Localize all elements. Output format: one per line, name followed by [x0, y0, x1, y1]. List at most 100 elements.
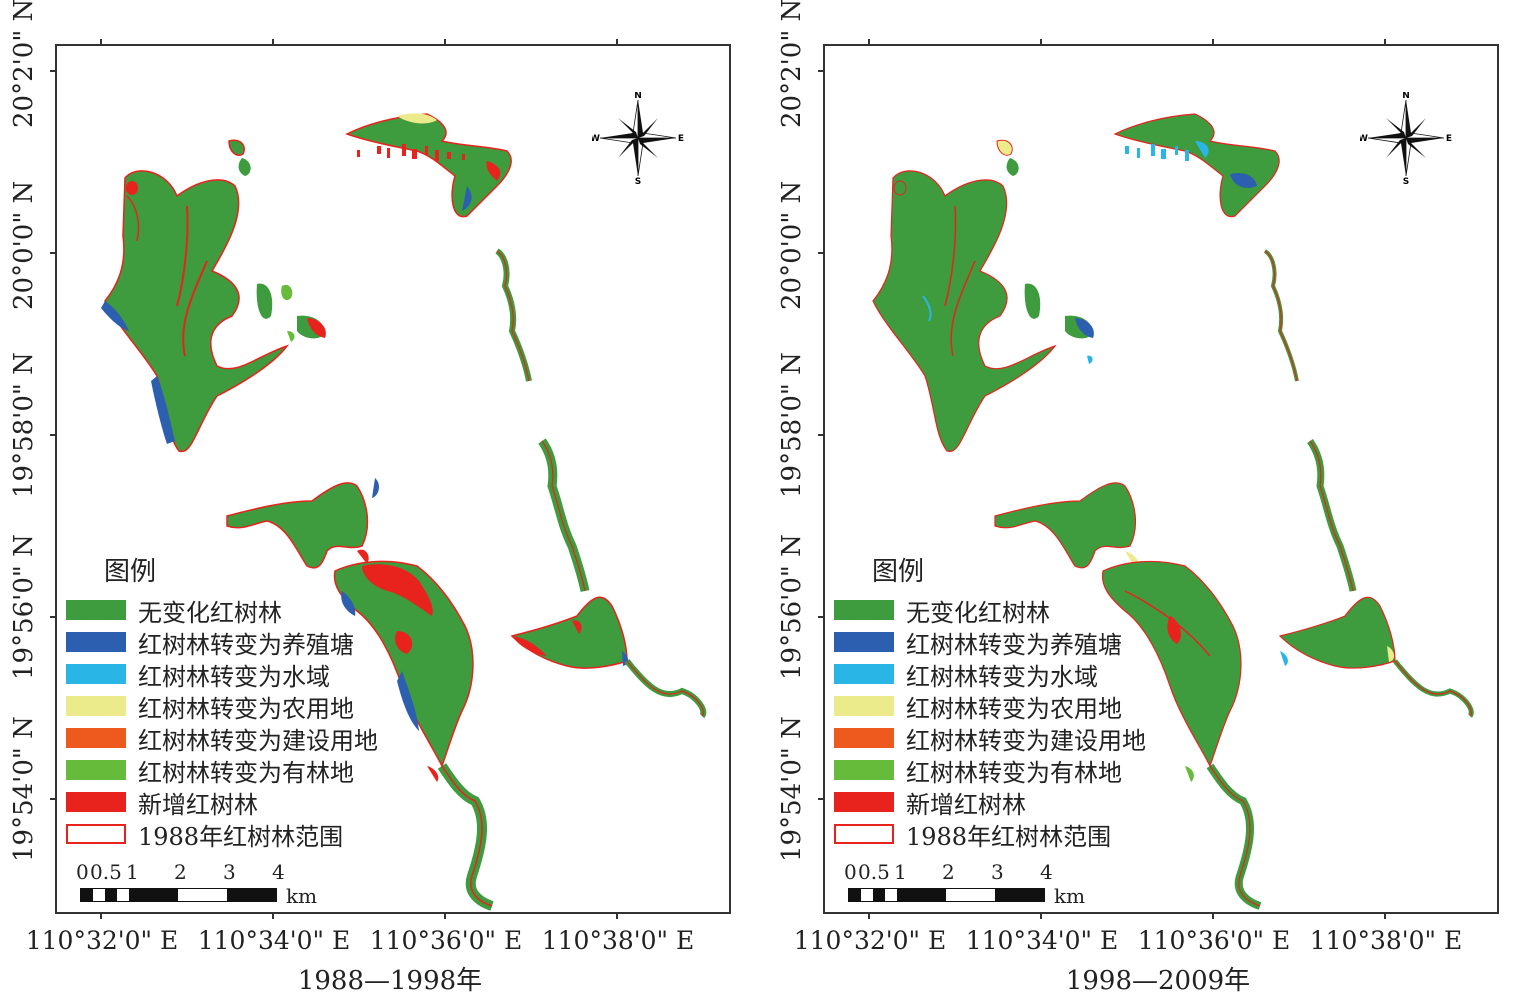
legend-label: 无变化红树林: [138, 598, 282, 627]
svg-text:W: W: [1360, 134, 1368, 144]
legend-label: 红树林转变为水域: [906, 662, 1098, 691]
legend-label: 红树林转变为建设用地: [138, 726, 378, 755]
legend-item: 1988年红树林范围: [834, 818, 1146, 851]
legend-title: 图例: [872, 557, 925, 587]
mangrove-change-map: [101, 113, 707, 911]
longitude-label: 110°38'0" E: [1309, 926, 1463, 955]
legend-item: 红树林转变为水域: [66, 658, 378, 691]
legend-swatch: [834, 600, 894, 620]
legend-item: 红树林转变为建设用地: [834, 722, 1146, 755]
latitude-label: 20°2'0" N: [777, 0, 807, 128]
legend-item: 新增红树林: [66, 786, 378, 819]
legend-item: 新增红树林: [834, 786, 1146, 819]
longitude-label: 110°32'0" E: [793, 926, 947, 955]
scale-number: 0.5: [858, 860, 890, 884]
scale-number: 3: [991, 860, 1004, 884]
legend-label: 红树林转变为有林地: [906, 758, 1122, 787]
map-panel-1998-2009: 20°2'0" N 20°0'0" N 19°58'0" N 19°56'0" …: [768, 0, 1536, 996]
longitude-label: 110°36'0" E: [1137, 926, 1291, 955]
longitude-label: 110°34'0" E: [197, 926, 351, 955]
latitude-label: 19°56'0" N: [9, 534, 39, 680]
map-frame: [50, 39, 731, 919]
legend-item: 红树林转变为养殖塘: [834, 626, 1146, 659]
legend-swatch: [66, 728, 126, 748]
latitude-label: 20°2'0" N: [9, 0, 39, 128]
legend-item: 红树林转变为有林地: [66, 754, 378, 787]
scale-number: 1: [126, 860, 139, 884]
legend-label: 红树林转变为农用地: [138, 694, 354, 723]
scale-number: 0: [76, 860, 89, 884]
svg-text:S: S: [635, 177, 641, 184]
legend-swatch: [66, 760, 126, 780]
legend-item: 1988年红树林范围: [66, 818, 378, 851]
period-label: 1988—1998年: [297, 966, 483, 996]
legend-swatch: [66, 600, 126, 620]
scale-unit: km: [1054, 884, 1086, 908]
mangrove-region-east: [510, 438, 707, 719]
legend-label: 无变化红树林: [906, 598, 1050, 627]
legend-item: 红树林转变为建设用地: [66, 722, 378, 755]
latitude-label: 19°54'0" N: [777, 716, 807, 862]
legend-label: 红树林转变为有林地: [138, 758, 354, 787]
legend-label: 红树林转变为养殖塘: [138, 630, 354, 659]
svg-text:W: W: [592, 134, 600, 144]
legend-item: 红树林转变为养殖塘: [66, 626, 378, 659]
legend-label: 新增红树林: [138, 790, 258, 819]
mangrove-region-northeast: [345, 113, 532, 382]
legend-swatch: [834, 696, 894, 716]
legend-swatch: [834, 824, 894, 844]
legend-swatch: [834, 664, 894, 684]
latitude-label: 19°54'0" N: [9, 716, 39, 862]
longitude-label: 110°36'0" E: [369, 926, 523, 955]
svg-text:S: S: [1403, 177, 1409, 184]
scale-number: 3: [223, 860, 236, 884]
legend-label: 1988年红树林范围: [906, 822, 1112, 851]
legend-swatch: [66, 696, 126, 716]
legend-swatch: [834, 632, 894, 652]
legend-label: 红树林转变为农用地: [906, 694, 1122, 723]
legend-title: 图例: [104, 557, 157, 587]
mangrove-region-northwest: [101, 139, 326, 453]
legend: 图例 无变化红树林 红树林转变为养殖塘 红树林转变为水域 红树林转变为农用地 红…: [834, 556, 1146, 851]
scale-number: 4: [1040, 860, 1053, 884]
legend: 图例 无变化红树林 红树林转变为养殖塘 红树林转变为水域 红树林转变为农用地 红…: [66, 556, 378, 851]
north-arrow-icon: N S E W: [592, 92, 684, 184]
svg-text:N: N: [634, 92, 642, 101]
svg-text:E: E: [1446, 134, 1452, 144]
map-frame: [818, 39, 1499, 919]
scale-number: 2: [942, 860, 955, 884]
mangrove-change-map: [872, 113, 1474, 910]
legend-label: 1988年红树林范围: [138, 822, 344, 851]
scale-unit: km: [286, 884, 318, 908]
legend-label: 红树林转变为建设用地: [906, 726, 1146, 755]
mangrove-region-northeast: [1113, 113, 1299, 382]
scale-number: 0: [844, 860, 857, 884]
latitude-label: 20°0'0" N: [9, 180, 39, 310]
legend-item: 无变化红树林: [66, 594, 378, 627]
longitude-label: 110°32'0" E: [25, 926, 179, 955]
legend-item: 红树林转变为有林地: [834, 754, 1146, 787]
scale-number: 1: [894, 860, 907, 884]
mangrove-region-central: [994, 482, 1262, 910]
longitude-label: 110°38'0" E: [541, 926, 695, 955]
legend-swatch: [66, 824, 126, 844]
svg-text:N: N: [1402, 92, 1410, 101]
mangrove-region-northwest: [872, 139, 1094, 453]
latitude-label: 19°58'0" N: [777, 352, 807, 498]
scale-number: 2: [174, 860, 187, 884]
mangrove-region-east: [1278, 438, 1474, 718]
svg-text:E: E: [678, 134, 684, 144]
scale-number: 4: [272, 860, 285, 884]
mangrove-region-central: [226, 478, 494, 911]
legend-item: 红树林转变为农用地: [66, 690, 378, 723]
legend-swatch: [66, 664, 126, 684]
latitude-label: 19°58'0" N: [9, 352, 39, 498]
legend-label: 红树林转变为水域: [138, 662, 330, 691]
scale-bar: 0 0.5 1 2 3 4 km: [76, 860, 320, 912]
legend-label: 新增红树林: [906, 790, 1026, 819]
legend-item: 无变化红树林: [834, 594, 1146, 627]
legend-swatch: [66, 632, 126, 652]
latitude-label: 20°0'0" N: [777, 180, 807, 310]
map-panel-1988-1998: 20°2'0" N 20°0'0" N 19°58'0" N 19°56'0" …: [0, 0, 768, 996]
scale-bar: 0 0.5 1 2 3 4 km: [844, 860, 1088, 912]
